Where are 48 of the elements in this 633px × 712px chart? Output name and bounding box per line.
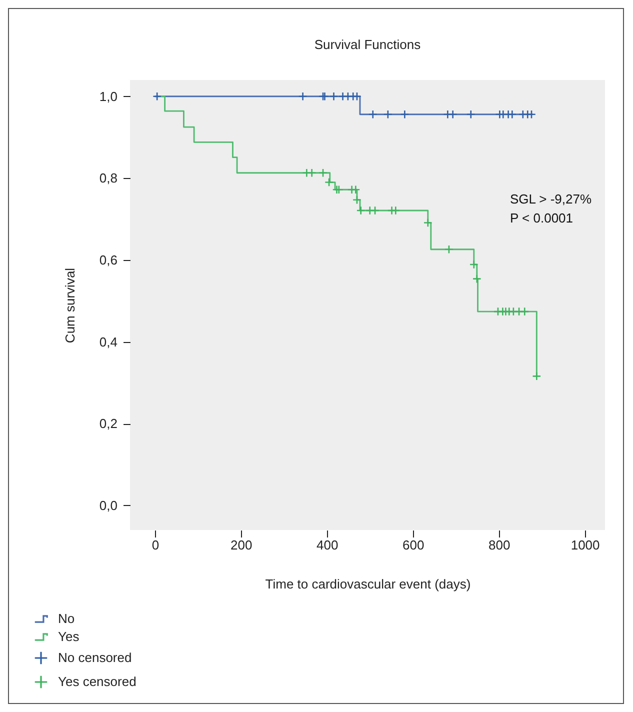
point xyxy=(508,307,518,316)
point xyxy=(324,178,334,187)
point xyxy=(472,274,482,284)
point xyxy=(152,92,162,101)
point xyxy=(532,372,542,381)
point xyxy=(469,260,478,270)
legend-label: Yes xyxy=(58,629,80,644)
point xyxy=(318,168,328,178)
point xyxy=(334,185,344,194)
point xyxy=(444,244,454,254)
chart-title: Survival Functions xyxy=(314,37,422,52)
point xyxy=(329,92,338,101)
x-tick-label: 1000 xyxy=(570,538,600,552)
y-tick-label: 0,4 xyxy=(99,334,118,350)
point xyxy=(318,92,328,101)
y-axis-title: Cum survival xyxy=(62,268,78,344)
point xyxy=(520,307,530,316)
point xyxy=(298,92,308,101)
annotation: P < 0.0001 xyxy=(510,210,574,226)
point xyxy=(320,92,330,101)
legend-label: No censored xyxy=(58,650,132,665)
point xyxy=(332,185,342,194)
y-tick-label: 1,0 xyxy=(99,88,118,104)
y-tick-label: 0,6 xyxy=(99,252,118,268)
point xyxy=(383,110,392,119)
x-tick-label: 800 xyxy=(488,538,510,552)
annotation: SGL > -9,27% xyxy=(510,191,592,206)
point xyxy=(526,110,536,119)
y-tick-label: 0,8 xyxy=(99,170,118,186)
x-tick-label: 0 xyxy=(152,538,160,552)
point xyxy=(352,195,362,204)
point xyxy=(368,110,378,119)
x-tick-label: 200 xyxy=(230,538,252,552)
point xyxy=(307,168,316,178)
y-tick-label: 0,2 xyxy=(99,416,118,432)
point xyxy=(466,110,476,119)
point xyxy=(423,218,432,228)
legend-label: No xyxy=(58,611,75,626)
point xyxy=(391,206,400,216)
x-tick-label: 400 xyxy=(316,538,338,552)
point xyxy=(448,110,458,119)
legend-label: Yes censored xyxy=(58,674,136,689)
point xyxy=(370,206,380,216)
x-tick-label: 600 xyxy=(402,538,424,552)
y-tick-label: 0,0 xyxy=(99,498,118,513)
point xyxy=(400,110,410,119)
x-axis-title: Time to cardiovascular event (days) xyxy=(265,576,471,592)
point xyxy=(356,206,366,216)
